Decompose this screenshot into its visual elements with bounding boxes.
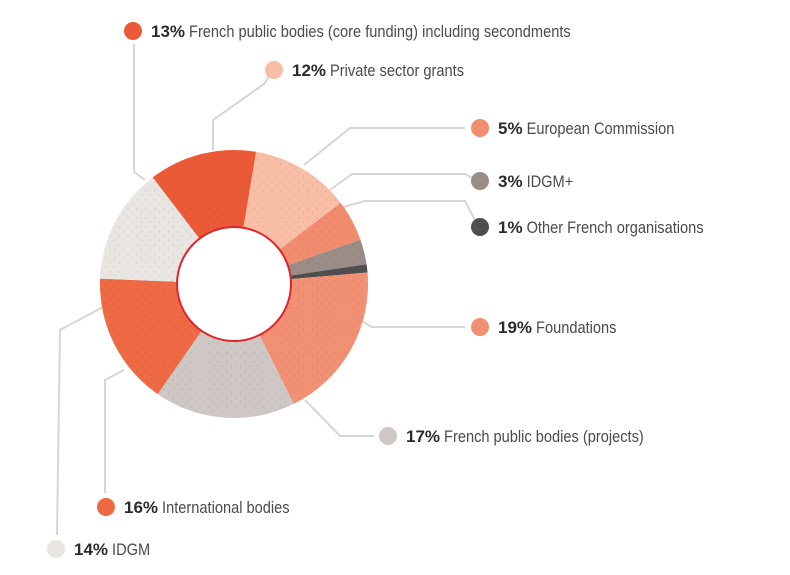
legend-dot-french-public-bodies-core-funding-including-secondments — [124, 22, 142, 40]
legend-name-other-french-organisations: Other French organisations — [527, 219, 704, 237]
leader-line-french-public-bodies-core-funding-including-secondments — [133, 44, 146, 181]
data-label-pct: 16% — [124, 498, 158, 517]
data-label-pct: 17% — [406, 427, 440, 446]
slice-texture-other-french-organisations — [290, 264, 368, 280]
data-label-international-bodies: 16% — [124, 498, 158, 517]
legend-dot-idgm — [471, 172, 489, 190]
legend-name-french-public-bodies-projects: French public bodies (projects) — [444, 428, 644, 446]
data-label-other-french-organisations: 1% — [498, 218, 523, 237]
legend-dot-other-french-organisations — [471, 218, 489, 236]
legend-name-french-public-bodies-core-funding-including-secondments: French public bodies (core funding) incl… — [189, 23, 571, 41]
donut-hole — [176, 226, 292, 342]
data-label-pct: 12% — [292, 61, 326, 80]
data-label-pct: 13% — [151, 22, 185, 41]
legend-dot-private-sector-grants — [265, 61, 283, 79]
data-label-pct: 3% — [498, 172, 523, 191]
leader-line-private-sector-grants — [212, 74, 271, 150]
legend-dot-french-public-bodies-projects — [379, 427, 397, 445]
slice-texture-private-sector-grants — [243, 151, 341, 250]
data-label-french-public-bodies-core-funding-including-secondments: 13% — [151, 22, 185, 41]
data-label-foundations: 19% — [498, 318, 532, 337]
donut-center — [176, 226, 292, 342]
slice-texture-foundations — [259, 272, 368, 404]
leader-line-french-public-bodies-projects — [304, 399, 374, 437]
donut-slices — [100, 150, 368, 418]
data-label-idgm: 14% — [74, 540, 108, 559]
data-label-pct: 14% — [74, 540, 108, 559]
leader-line-european-commission — [303, 127, 465, 166]
legend-dot-foundations — [471, 318, 489, 336]
legend-name-international-bodies: International bodies — [162, 499, 290, 517]
legend-name-foundations: Foundations — [536, 319, 616, 337]
data-label-pct: 1% — [498, 218, 523, 237]
leader-lines — [56, 44, 479, 536]
legend-name-european-commission: European Commission — [527, 120, 675, 138]
slice-texture-idgm — [287, 239, 367, 276]
data-label-pct: 19% — [498, 318, 532, 337]
legend-name-private-sector-grants: Private sector grants — [330, 62, 464, 80]
slice-texture-european-commission — [279, 202, 361, 266]
legend-dot-idgm — [47, 540, 65, 558]
leader-line-foundations — [359, 319, 465, 328]
legend-dot-european-commission — [471, 119, 489, 137]
legend-name-idgm: IDGM+ — [527, 173, 574, 191]
legend-dot-international-bodies — [97, 498, 115, 516]
slice-texture-international-bodies — [100, 278, 202, 395]
data-label-pct: 5% — [498, 119, 523, 138]
data-label-french-public-bodies-projects: 17% — [406, 427, 440, 446]
leader-line-idgm — [56, 305, 106, 536]
slice-texture-idgm — [100, 177, 200, 282]
slice-texture-french-public-bodies-projects — [157, 330, 294, 418]
slice-texture-french-public-bodies-core-funding-including-secondments — [152, 150, 257, 239]
data-label-idgm: 3% — [498, 172, 523, 191]
leader-line-idgm — [329, 173, 479, 191]
legend-name-idgm: IDGM — [112, 541, 150, 559]
data-label-european-commission: 5% — [498, 119, 523, 138]
leader-line-other-french-organisations — [342, 200, 479, 227]
legend-labels: 5% European Commission 3% IDGM+ 1% Other Fren… — [47, 22, 704, 559]
leader-line-international-bodies — [104, 369, 125, 493]
data-label-private-sector-grants: 12% — [292, 61, 326, 80]
